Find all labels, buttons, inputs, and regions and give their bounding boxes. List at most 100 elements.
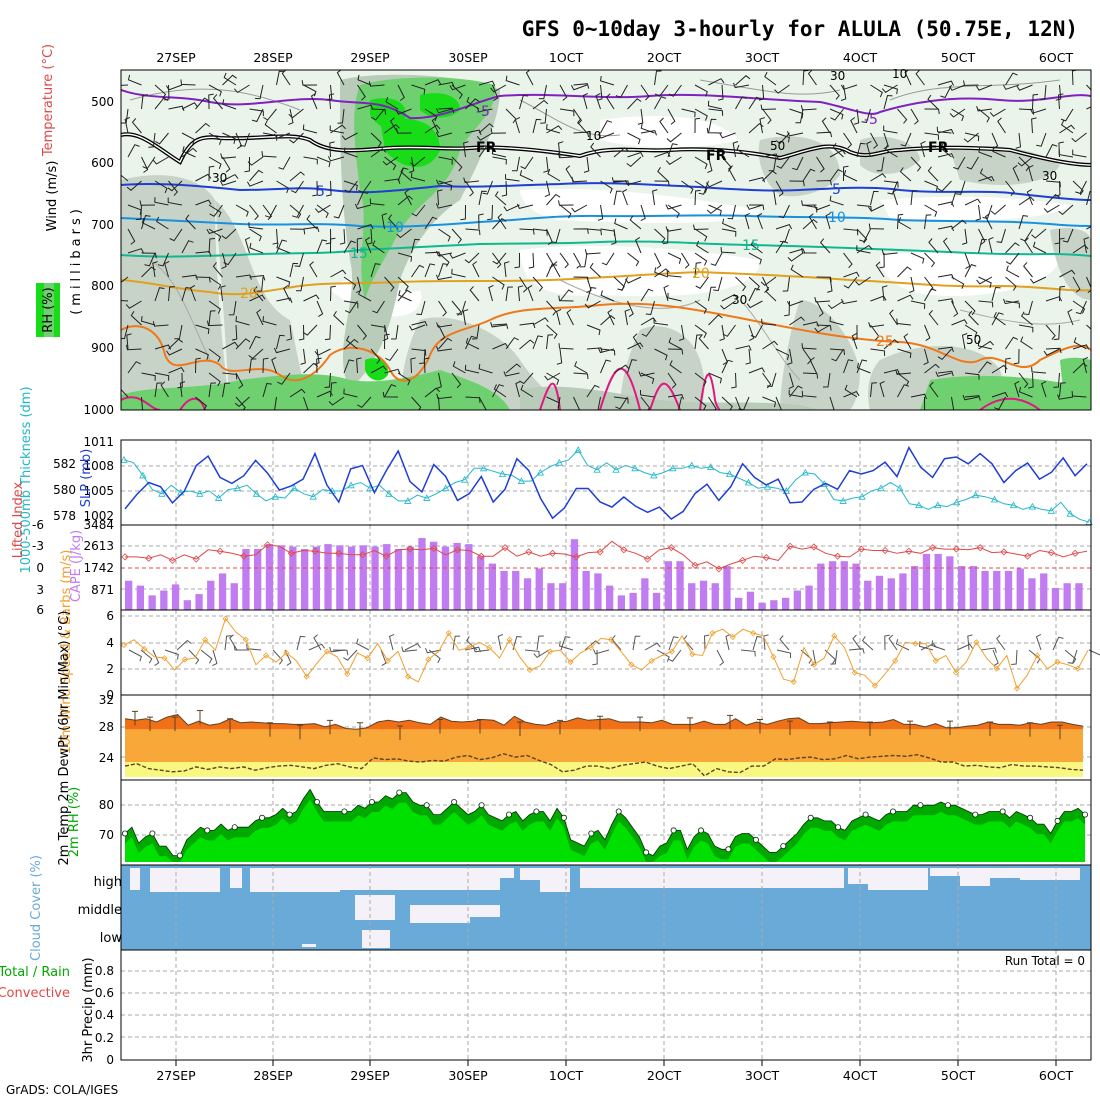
barb xyxy=(982,204,993,219)
barb xyxy=(787,348,793,365)
barb xyxy=(571,204,588,213)
barb xyxy=(694,156,708,170)
li-point-68 xyxy=(929,544,937,552)
barb xyxy=(341,132,358,141)
barb xyxy=(935,371,952,377)
barb-10m xyxy=(656,649,670,662)
wind-point-12 xyxy=(242,636,249,643)
barb xyxy=(627,98,642,110)
barb xyxy=(1005,357,1011,374)
barb xyxy=(384,368,401,375)
barb xyxy=(978,228,986,245)
barb xyxy=(222,99,237,110)
barb xyxy=(208,382,217,398)
barb xyxy=(195,348,209,360)
barb xyxy=(640,84,650,101)
barb xyxy=(384,384,397,398)
barb xyxy=(154,97,169,110)
barb-10m xyxy=(497,634,504,651)
wind-point-38 xyxy=(506,636,513,643)
barb xyxy=(397,276,409,291)
barb xyxy=(389,117,399,134)
barb xyxy=(316,156,331,168)
barb xyxy=(476,132,493,141)
barb-10m xyxy=(524,649,540,657)
cape-bar-60 xyxy=(828,561,837,610)
barb xyxy=(640,288,654,302)
barb xyxy=(748,367,766,374)
barb xyxy=(557,141,564,158)
barb xyxy=(829,195,844,206)
barb xyxy=(735,96,748,110)
wind-point-52 xyxy=(648,657,655,664)
barb xyxy=(722,218,736,230)
barb xyxy=(924,214,932,230)
barb xyxy=(584,300,601,309)
barb xyxy=(370,132,382,148)
barb xyxy=(586,276,592,294)
barb xyxy=(600,75,615,86)
barb xyxy=(532,99,549,110)
barb xyxy=(654,70,662,86)
barb xyxy=(343,180,358,191)
rh-point-60 xyxy=(533,808,540,815)
barb xyxy=(168,338,183,350)
barb xyxy=(617,276,628,291)
barb xyxy=(964,263,977,278)
cape-bar-57 xyxy=(793,590,801,610)
barb-10m xyxy=(188,649,200,665)
barb xyxy=(789,180,805,187)
barb xyxy=(856,204,872,212)
barb xyxy=(996,228,1006,243)
barb-10m xyxy=(152,649,160,667)
thickness-point-66 xyxy=(744,478,753,486)
barb xyxy=(466,96,480,110)
cloud-label-middle: middle xyxy=(78,903,122,918)
barb xyxy=(964,395,981,401)
barb xyxy=(762,396,777,408)
barb xyxy=(640,123,655,134)
barb xyxy=(1017,156,1033,167)
cape-bar-27 xyxy=(441,546,450,610)
barb xyxy=(654,96,667,110)
barb xyxy=(436,250,453,257)
barb xyxy=(843,252,853,269)
barb xyxy=(816,156,825,173)
li-point-30 xyxy=(477,552,485,560)
barb xyxy=(829,348,845,356)
li-point-60 xyxy=(834,552,842,560)
barb xyxy=(141,94,149,110)
barb xyxy=(1059,237,1065,254)
barb xyxy=(584,249,601,255)
thick-tick-578: 578 xyxy=(53,509,76,523)
barb xyxy=(953,156,966,170)
li-point-58 xyxy=(810,543,818,551)
ytick-900: 900 xyxy=(91,341,114,355)
xtick-top-2OCT: 2OCT xyxy=(647,50,682,65)
wind-point-28 xyxy=(405,673,412,680)
barb-10m xyxy=(246,643,262,651)
barb xyxy=(597,396,601,410)
barb xyxy=(558,200,574,206)
cape-bar-70 xyxy=(946,556,954,610)
barb xyxy=(614,218,628,230)
barb xyxy=(1040,380,1047,398)
cloud-clear-0 xyxy=(130,868,140,890)
barb xyxy=(964,252,971,270)
barb xyxy=(1059,285,1066,302)
barb xyxy=(927,94,939,110)
cape-bar-79 xyxy=(1051,588,1060,610)
barb xyxy=(589,262,601,278)
thickness-point-42 xyxy=(517,477,526,484)
li-tick-3: 3 xyxy=(36,583,44,597)
li-point-44 xyxy=(644,555,652,563)
cloud-clear-17 xyxy=(848,868,868,884)
cloud-clear-15 xyxy=(580,868,830,888)
wind-point-62 xyxy=(750,630,757,637)
cape-bar-15 xyxy=(301,549,309,610)
rh-point-32 xyxy=(341,808,348,815)
li-point-66 xyxy=(905,547,913,555)
cape-bar-52 xyxy=(735,597,743,610)
cape-bar-69 xyxy=(934,553,942,610)
xtick-top-29SEP: 29SEP xyxy=(350,50,390,65)
